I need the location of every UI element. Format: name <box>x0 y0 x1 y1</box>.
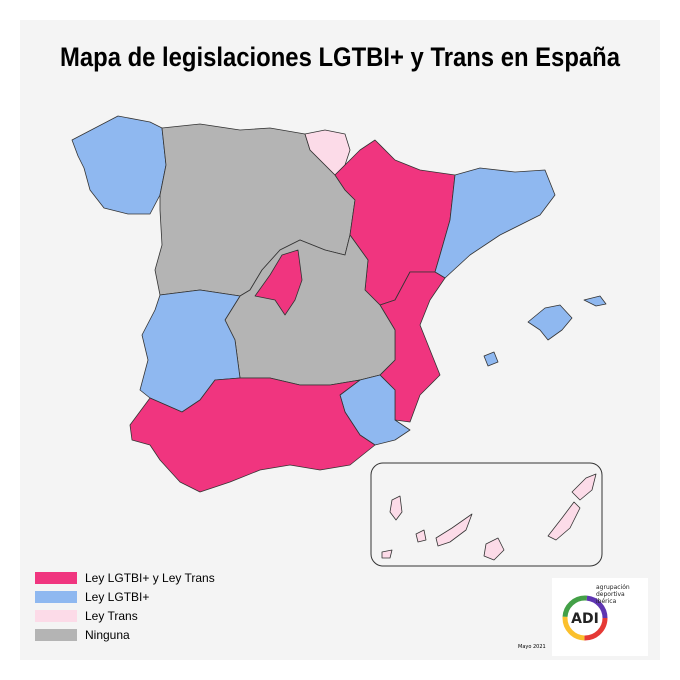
region-balearics <box>527 304 573 341</box>
region-madrid <box>254 249 303 316</box>
logo-ring <box>562 595 608 641</box>
legend: Ley LGTBI+ y Ley Trans Ley LGTBI+ Ley Tran… <box>35 571 215 642</box>
legend-swatch <box>35 629 77 641</box>
inset-frame <box>370 462 603 567</box>
island <box>435 513 473 547</box>
logo-box <box>552 578 648 656</box>
logo: ADI agrupación deportiva ibérica <box>552 578 648 656</box>
logo-ring <box>562 595 608 641</box>
date: Mayo 2021 <box>518 644 546 650</box>
region-menorca <box>583 295 607 307</box>
logo-ring <box>562 595 608 641</box>
island <box>547 501 581 541</box>
logo-text: agrupación deportiva ibérica <box>596 584 630 605</box>
island <box>571 473 597 501</box>
island <box>389 495 403 521</box>
region-catalonia <box>434 167 556 279</box>
canaries <box>370 462 603 567</box>
legend-label: Ninguna <box>85 628 130 642</box>
map <box>71 115 607 493</box>
region-andalusia <box>129 377 376 493</box>
legend-label: Ley LGTBI+ y Ley Trans <box>85 571 215 585</box>
logo-text-box: agrupación deportiva ibérica <box>596 584 630 605</box>
legend-swatch <box>35 591 77 603</box>
legend-swatch <box>35 610 77 622</box>
region-ibiza <box>483 351 499 367</box>
legend-label: Ley Trans <box>85 609 138 623</box>
region-galicia <box>71 115 167 215</box>
title: Mapa de legislaciones LGTBI+ y Trans en … <box>60 42 621 72</box>
logo-acronym: ADI <box>571 611 599 627</box>
legend-label: Ley LGTBI+ <box>85 590 149 604</box>
island <box>381 549 393 559</box>
island <box>415 529 427 543</box>
legend-swatch <box>35 572 77 584</box>
island <box>483 537 505 561</box>
